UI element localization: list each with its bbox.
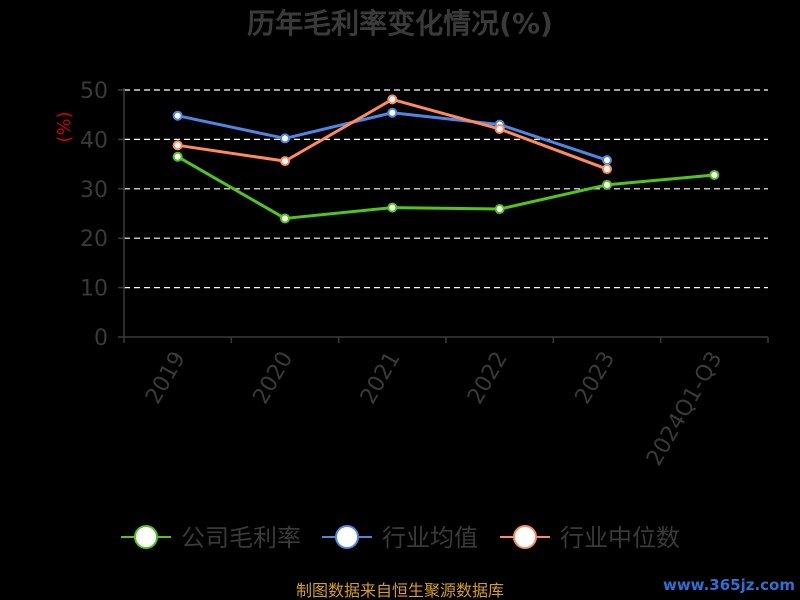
data-point: [280, 133, 290, 144]
series-0: [172, 151, 720, 224]
legend-marker: [134, 525, 158, 549]
data-point: [172, 110, 183, 121]
data-point: [602, 155, 612, 166]
data-point: [602, 179, 612, 190]
y-axis-label: (%): [54, 111, 75, 142]
legend-item-1: 行业均值: [322, 524, 478, 552]
y-tick-label: 20: [80, 227, 108, 252]
x-tick-label: 2019: [141, 348, 191, 409]
legend-label: 行业中位数: [560, 524, 680, 552]
x-tick-label: 2022: [463, 347, 513, 408]
watermark: www.365jz.com: [663, 576, 795, 594]
series-group: [172, 94, 720, 224]
legend-marker: [335, 525, 359, 549]
y-tick-label: 40: [80, 128, 108, 153]
legend-item-0: 公司毛利率: [121, 524, 301, 552]
data-point: [387, 94, 398, 105]
legend-label: 公司毛利率: [181, 524, 301, 552]
y-tick-labels: 0 10 20 30 40 50: [80, 79, 108, 351]
data-point: [602, 164, 612, 175]
data-point: [494, 204, 505, 215]
x-tick-label: 2021: [356, 348, 406, 409]
series-line: [177, 111, 608, 162]
data-point: [172, 151, 183, 162]
y-tick-label: 0: [94, 326, 108, 351]
chart-title: 历年毛利率变化情况(%): [247, 7, 553, 40]
data-point: [494, 124, 505, 135]
footer-source: 制图数据来自恒生聚源数据库: [296, 581, 504, 600]
x-tick-label: 2023: [571, 348, 621, 409]
legend: 公司毛利率 行业均值 行业中位数: [121, 524, 680, 552]
data-point: [280, 213, 290, 224]
legend-label: 行业均值: [382, 524, 478, 552]
data-point: [387, 202, 398, 213]
gridlines: [124, 89, 768, 289]
legend-marker: [513, 525, 537, 549]
data-point: [709, 169, 720, 180]
legend-item-2: 行业中位数: [500, 524, 680, 552]
y-tick-label: 30: [80, 178, 108, 203]
x-tick-labels: 2019 2020 2021 2022 2023 2024Q1-Q3: [141, 347, 727, 470]
x-tick-label: 2024Q1-Q3: [642, 348, 727, 471]
axes: [118, 88, 769, 343]
series-2: [172, 94, 612, 175]
y-tick-label: 50: [80, 79, 108, 104]
series-1: [172, 107, 612, 166]
data-point: [172, 140, 183, 151]
y-tick-label: 10: [80, 277, 108, 302]
data-point: [280, 156, 290, 167]
x-tick-label: 2020: [249, 348, 299, 409]
data-point: [387, 107, 398, 118]
series-line: [176, 155, 715, 220]
